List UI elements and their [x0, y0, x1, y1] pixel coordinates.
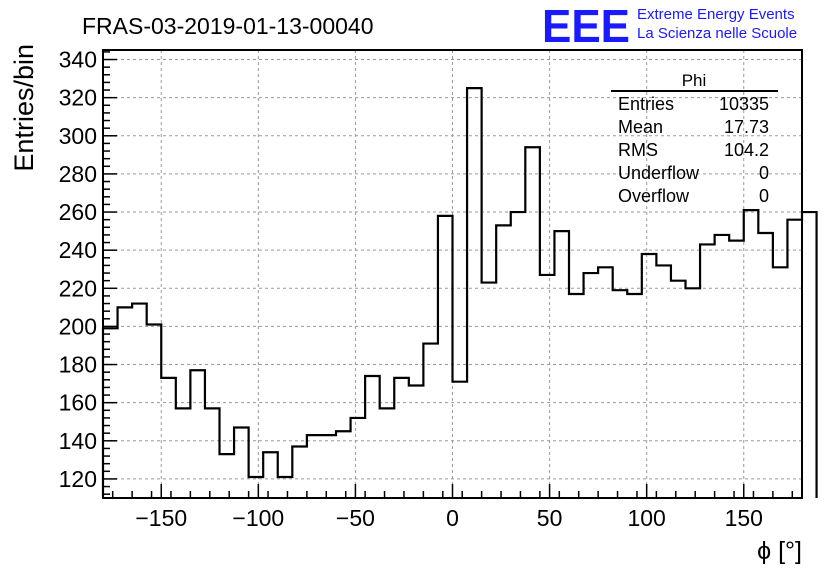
logo-line-1: Extreme Energy Events [637, 6, 795, 23]
y-axis-label: Entries/bin [9, 44, 39, 172]
stats-label: Overflow [618, 186, 690, 206]
y-tick-label: 180 [59, 352, 97, 378]
y-tick-label: 320 [59, 85, 97, 111]
y-tick-label: 300 [59, 123, 97, 149]
x-tick-label: 100 [627, 505, 665, 531]
tick-labels-layer: −150 −100 −50 0 50 100 150 120 140 160 180 200 220 24… [59, 47, 763, 531]
eee-logo: EEE [542, 0, 630, 52]
y-tick-label: 220 [59, 275, 97, 301]
stats-value: 104.2 [724, 140, 769, 160]
x-tick-label: −100 [232, 505, 284, 531]
stats-label: Underflow [618, 163, 700, 183]
stats-value: 0 [759, 163, 769, 183]
y-tick-label: 240 [59, 237, 97, 263]
y-tick-label: 260 [59, 199, 97, 225]
stats-box: Phi Entries 10335 Mean 17.73 RMS 104.2 Underfl… [611, 71, 778, 206]
stats-title: Phi [682, 71, 707, 90]
stats-value: 0 [759, 186, 769, 206]
stats-rows: Entries 10335 Mean 17.73 RMS 104.2 Underflow 0 O… [618, 94, 769, 206]
x-tick-label: 150 [725, 505, 763, 531]
stats-value: 17.73 [724, 117, 769, 137]
stats-value: 10335 [719, 94, 769, 114]
y-tick-label: 120 [59, 466, 97, 492]
y-tick-label: 200 [59, 313, 97, 339]
x-axis-label: ϕ [°] [757, 537, 802, 565]
y-tick-label: 140 [59, 428, 97, 454]
logo-line-2: La Scienza nelle Scuole [637, 25, 797, 42]
x-tick-label: 50 [537, 505, 563, 531]
ticks-layer [103, 51, 794, 498]
y-tick-label: 160 [59, 390, 97, 416]
stats-label: Mean [618, 117, 663, 137]
histogram-outline [101, 87, 818, 498]
x-tick-label: 0 [446, 505, 459, 531]
stats-label: RMS [618, 140, 658, 160]
x-tick-label: −50 [336, 505, 375, 531]
chart-title: FRAS-03-2019-01-13-00040 [82, 13, 374, 39]
y-tick-label: 340 [59, 47, 97, 73]
x-tick-label: −150 [135, 505, 187, 531]
stats-label: Entries [618, 94, 674, 114]
y-tick-label: 280 [59, 161, 97, 187]
histogram-layer [101, 87, 818, 498]
